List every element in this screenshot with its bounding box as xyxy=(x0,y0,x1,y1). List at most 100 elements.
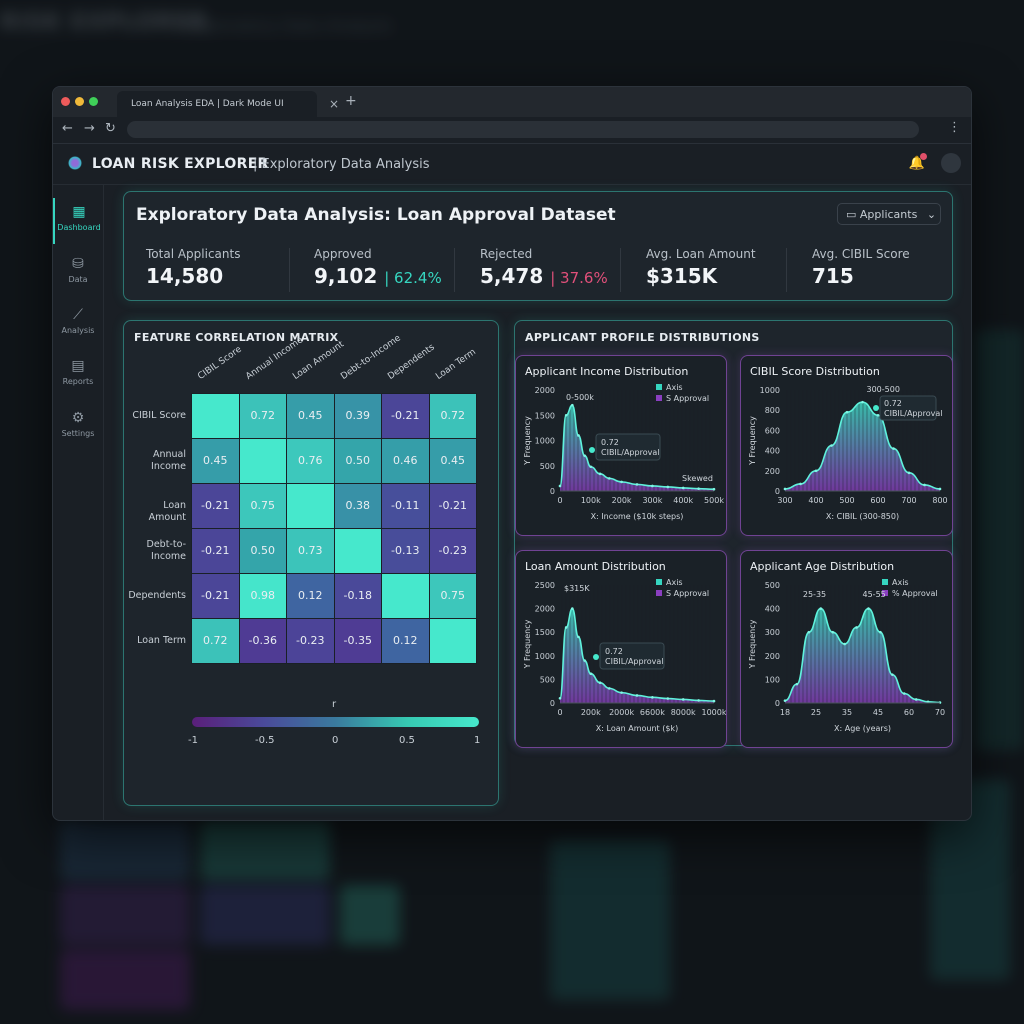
y-tick-label: 1000 xyxy=(760,386,780,395)
annotation-marker xyxy=(873,405,879,411)
kpi-label: Approved xyxy=(314,247,372,261)
address-bar-row: ← → ↻ ⋮ xyxy=(53,117,971,144)
applicants-dropdown[interactable]: ▭ Applicants ⌄ xyxy=(837,203,941,225)
data-point xyxy=(879,630,882,634)
y-tick-label: 1500 xyxy=(535,411,555,420)
matrix-row-label: Loan Amount xyxy=(148,500,186,523)
matrix-cell[interactable]: 0.12 xyxy=(381,618,430,664)
matrix-cell[interactable]: -0.35 xyxy=(333,618,382,664)
matrix-cell[interactable] xyxy=(428,618,477,664)
new-tab-icon[interactable]: + xyxy=(345,93,357,109)
data-point xyxy=(620,691,623,694)
forward-icon[interactable]: → xyxy=(84,121,95,136)
matrix-row-label: CIBIL Score xyxy=(132,410,186,421)
data-point xyxy=(577,635,580,639)
minimize-window-button[interactable] xyxy=(75,97,84,106)
tab-bar: Loan Analysis EDA | Dark Mode UI × + xyxy=(53,87,971,117)
sidebar-item-dashboard[interactable]: ▦ Dashboard xyxy=(53,198,103,244)
matrix-cell[interactable]: 0.46 xyxy=(381,438,430,484)
data-point xyxy=(564,413,568,417)
kpi-divider xyxy=(786,248,787,292)
matrix-cell[interactable]: -0.23 xyxy=(428,528,477,574)
avatar[interactable] xyxy=(941,153,961,173)
data-point xyxy=(651,696,654,699)
matrix-cell[interactable]: 0.75 xyxy=(238,483,287,529)
matrix-cell[interactable]: 0.50 xyxy=(333,438,382,484)
back-icon[interactable]: ← xyxy=(62,121,73,136)
sidebar-item-data[interactable]: ⛁ Data xyxy=(53,250,103,296)
matrix-cell[interactable]: 0.72 xyxy=(191,618,240,664)
matrix-cell[interactable]: -0.23 xyxy=(286,618,335,664)
matrix-cell[interactable]: -0.21 xyxy=(191,483,240,529)
chart-annotation: CIBIL/Approval xyxy=(884,409,942,418)
matrix-cell[interactable]: -0.18 xyxy=(333,573,382,619)
matrix-cell[interactable]: 0.45 xyxy=(286,393,335,439)
matrix-cell[interactable] xyxy=(286,483,335,529)
matrix-cell[interactable] xyxy=(191,393,240,439)
sidebar-item-reports[interactable]: ▤ Reports xyxy=(53,352,103,398)
matrix-cell[interactable]: 0.73 xyxy=(286,528,335,574)
legend-swatch xyxy=(882,579,888,585)
matrix-cell[interactable]: -0.21 xyxy=(381,393,430,439)
background-block xyxy=(200,885,330,945)
y-tick-label: 800 xyxy=(765,406,780,415)
chart-svg: 0 500 1000 1500 2000 2500 0 200k 2000k 6600k 8000k… xyxy=(523,578,727,733)
matrix-cell[interactable]: 0.72 xyxy=(238,393,287,439)
brand-name: LOAN RISK EXPLORER xyxy=(92,156,269,172)
data-point xyxy=(697,699,700,702)
y-tick-label: 100 xyxy=(765,675,780,684)
matrix-cell[interactable]: 0.72 xyxy=(428,393,477,439)
matrix-cell[interactable]: 0.76 xyxy=(286,438,335,484)
kpi-value: 14,580 xyxy=(146,264,224,288)
app-section-title: | Exploratory Data Analysis xyxy=(253,157,430,172)
x-tick-label: 0 xyxy=(557,708,562,717)
matrix-cell[interactable]: -0.21 xyxy=(191,573,240,619)
y-tick-label: 1500 xyxy=(535,628,555,637)
matrix-cell[interactable]: -0.13 xyxy=(381,528,430,574)
matrix-cell[interactable] xyxy=(381,573,430,619)
annotation-marker xyxy=(593,654,599,660)
matrix-cell[interactable]: -0.11 xyxy=(381,483,430,529)
browser-menu-icon[interactable]: ⋮ xyxy=(948,120,961,135)
matrix-cell[interactable]: 0.45 xyxy=(191,438,240,484)
matrix-cell[interactable]: 0.45 xyxy=(428,438,477,484)
data-point xyxy=(843,642,846,646)
background-subtitle: Exploratory Data Analysis xyxy=(185,16,392,35)
matrix-cell[interactable]: 0.38 xyxy=(333,483,382,529)
app-header: LOAN RISK EXPLORER | Exploratory Data An… xyxy=(53,144,971,185)
close-tab-icon[interactable]: × xyxy=(328,97,339,111)
reload-icon[interactable]: ↻ xyxy=(105,121,116,136)
maximize-window-button[interactable] xyxy=(89,97,98,106)
y-tick-label: 0 xyxy=(775,487,780,496)
legend-label: Axis xyxy=(666,383,683,392)
matrix-cell[interactable]: -0.21 xyxy=(428,483,477,529)
sidebar-item-analysis[interactable]: ⟋ Analysis xyxy=(53,301,103,347)
kpi-divider xyxy=(620,248,621,292)
matrix-cell[interactable] xyxy=(238,438,287,484)
gear-icon: ⚙ xyxy=(71,410,85,426)
url-input[interactable] xyxy=(127,121,919,138)
browser-tab[interactable]: Loan Analysis EDA | Dark Mode UI × xyxy=(117,91,339,117)
matrix-cell[interactable]: 0.98 xyxy=(238,573,287,619)
chart-annotation: CIBIL/Approval xyxy=(605,657,663,666)
kpi-total-applicants: Total Applicants 14,580 xyxy=(146,247,311,297)
chart-annotation: Skewed xyxy=(682,474,713,483)
data-point xyxy=(583,454,586,457)
x-tick-label: 18 xyxy=(780,708,790,717)
legend-label: Axis xyxy=(892,578,909,587)
matrix-cell[interactable]: 0.39 xyxy=(333,393,382,439)
matrix-cell[interactable]: 0.75 xyxy=(428,573,477,619)
matrix-cell[interactable]: 0.50 xyxy=(238,528,287,574)
kpi-label: Avg. Loan Amount xyxy=(646,247,756,261)
matrix-cell[interactable]: -0.21 xyxy=(191,528,240,574)
kpi-percent: | 37.6% xyxy=(550,269,608,287)
close-window-button[interactable] xyxy=(61,97,70,106)
matrix-cell[interactable] xyxy=(333,528,382,574)
y-tick-label: 300 xyxy=(765,628,780,637)
x-tick-label: 1000k xyxy=(702,708,727,717)
sidebar-item-settings[interactable]: ⚙ Settings xyxy=(53,404,103,450)
x-tick-label: 70 xyxy=(935,708,945,717)
matrix-cell[interactable]: -0.36 xyxy=(238,618,287,664)
matrix-cell[interactable]: 0.12 xyxy=(286,573,335,619)
bell-icon[interactable]: 🔔 xyxy=(908,156,925,171)
